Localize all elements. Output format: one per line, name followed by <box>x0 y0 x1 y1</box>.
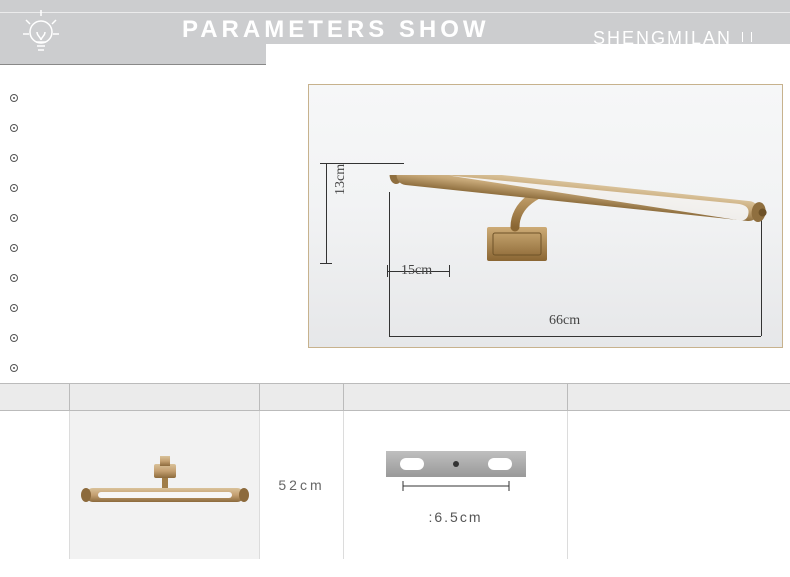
header-title: PARAMETERS SHOW <box>182 16 490 44</box>
spec-list <box>0 65 285 383</box>
lamp-illustration <box>377 175 777 270</box>
header-rule <box>0 12 790 13</box>
size-table: 52cm :6.5cm <box>0 383 790 559</box>
bullet-icon <box>10 94 18 102</box>
table-row: 52cm :6.5cm <box>0 411 790 559</box>
bracket-slot <box>488 458 512 470</box>
dim-line-width <box>389 336 761 337</box>
bullet-icon <box>10 124 18 132</box>
product-diagram: 13cm 15cm 66cm <box>308 84 783 348</box>
bracket-dim-label: :6.5cm <box>428 509 482 525</box>
bullet-icon <box>10 334 18 342</box>
spec-row <box>10 83 275 113</box>
lamp-thumb-icon <box>80 430 250 540</box>
dim-label-height: 13cm <box>333 164 349 195</box>
th-bracket <box>344 384 568 410</box>
bulb-icon <box>18 4 64 65</box>
bracket-hole <box>453 461 459 467</box>
bullet-icon <box>10 364 18 372</box>
th-index <box>0 384 70 410</box>
bullet-icon <box>10 214 18 222</box>
th-size <box>260 384 344 410</box>
td-bracket: :6.5cm <box>344 411 568 559</box>
th-image <box>70 384 260 410</box>
bracket-slot <box>400 458 424 470</box>
bullet-icon <box>10 244 18 252</box>
bullet-icon <box>10 184 18 192</box>
bullet-icon <box>10 154 18 162</box>
th-extra <box>568 384 790 410</box>
brand-decoration <box>742 32 752 42</box>
dim-tick <box>320 263 332 264</box>
bracket-diagram <box>386 451 526 477</box>
spec-row <box>10 233 275 263</box>
spec-row <box>10 143 275 173</box>
spec-row <box>10 293 275 323</box>
spec-row <box>10 263 275 293</box>
td-thumb <box>70 411 260 559</box>
td-index <box>0 411 70 559</box>
spec-row <box>10 113 275 143</box>
td-size: 52cm <box>260 411 344 559</box>
spec-row <box>10 323 275 353</box>
table-header <box>0 383 790 411</box>
spec-row <box>10 203 275 233</box>
dim-label-width: 66cm <box>549 313 580 329</box>
spec-row <box>10 353 275 383</box>
bracket-dim-line <box>381 477 531 495</box>
bullet-icon <box>10 304 18 312</box>
dim-line-height <box>326 163 327 263</box>
bullet-icon <box>10 274 18 282</box>
header-banner: PARAMETERS SHOW SHENGMILAN <box>0 0 790 65</box>
td-extra <box>568 411 790 559</box>
spec-row <box>10 173 275 203</box>
